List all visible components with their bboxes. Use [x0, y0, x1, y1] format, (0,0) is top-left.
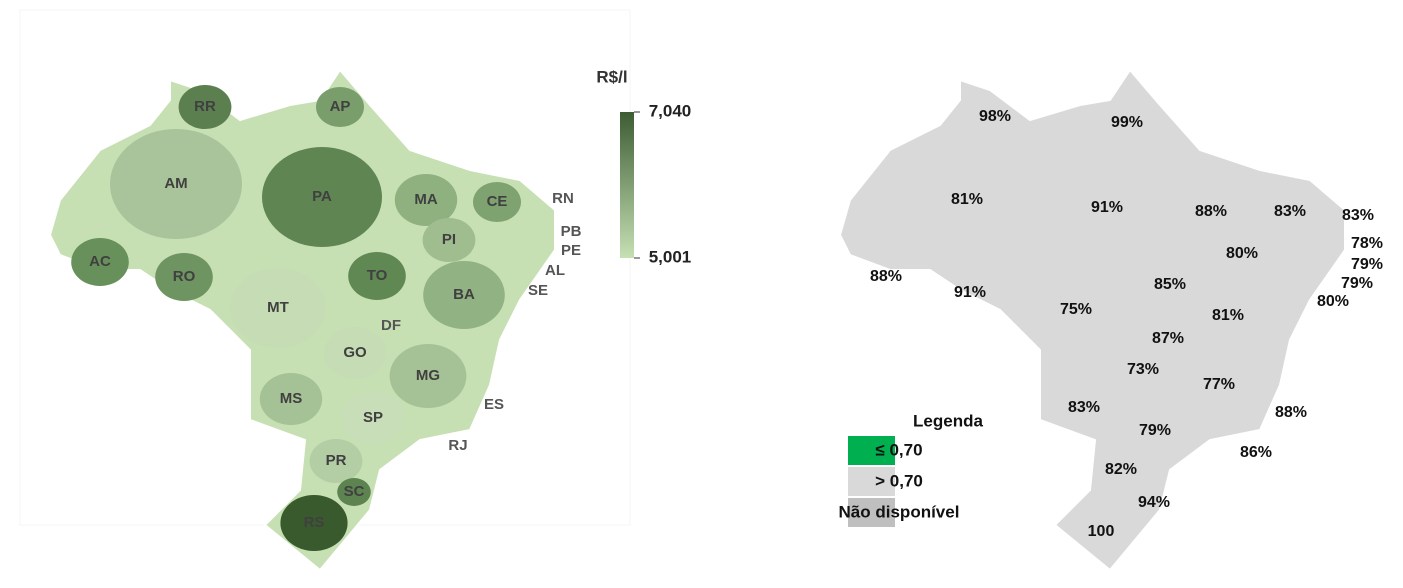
state-label: PA: [312, 188, 332, 205]
state-label: PE: [561, 242, 581, 259]
state-label: MT: [267, 299, 289, 316]
region-value: 75%: [1060, 301, 1092, 318]
state-label: PB: [561, 223, 582, 240]
scale-tick-label: 7,040: [649, 101, 692, 120]
state-label: GO: [343, 344, 367, 361]
region-value: 73%: [1127, 361, 1159, 378]
state-label: PI: [442, 231, 456, 248]
region-value: 82%: [1105, 461, 1137, 478]
state-label: AL: [545, 262, 565, 279]
state-label: AP: [330, 98, 351, 115]
scale-tick-label: 5,001: [649, 247, 692, 266]
state-label: AM: [164, 175, 187, 192]
state-label: RR: [194, 98, 216, 115]
region-value: 94%: [1138, 494, 1170, 511]
region-value: 80%: [1226, 245, 1258, 262]
state-label: ES: [484, 396, 504, 413]
maps: R$/l Legenda 7,040 5,001 RR AP AM PA MA CE RN PB P…: [0, 0, 1403, 583]
region-value: 88%: [1195, 203, 1227, 220]
state-label: MG: [416, 367, 440, 384]
region-value: 91%: [954, 284, 986, 301]
state-label: CE: [487, 193, 508, 210]
color-scale: [620, 112, 634, 258]
region-value: 91%: [1091, 199, 1123, 216]
region-value: 87%: [1152, 330, 1184, 347]
state-label: MA: [414, 191, 437, 208]
state-label: RJ: [448, 437, 467, 454]
state-label: RS: [304, 514, 325, 531]
region-value: 83%: [1274, 203, 1306, 220]
state-label: BA: [453, 286, 475, 303]
region-value: 80%: [1317, 293, 1349, 310]
state-label: RN: [552, 190, 574, 207]
region-value: 79%: [1351, 256, 1383, 273]
page: R$/l Legenda 7,040 5,001 RR AP AM PA MA CE RN PB P…: [0, 0, 1403, 588]
brazil-outline: [840, 70, 1345, 570]
region-value: 83%: [1342, 207, 1374, 224]
region-value: 85%: [1154, 276, 1186, 293]
region-value: 79%: [1341, 275, 1373, 292]
legend-label: Não disponível: [839, 502, 960, 521]
state-label: SP: [363, 409, 383, 426]
region-value: 99%: [1111, 114, 1143, 131]
legend-label: > 0,70: [875, 471, 923, 490]
state-label: AC: [89, 253, 111, 270]
legend-title: Legenda: [913, 411, 983, 430]
state-label: SE: [528, 282, 548, 299]
state-label: MS: [280, 390, 303, 407]
region-value: 77%: [1203, 376, 1235, 393]
state-label: RO: [173, 268, 196, 285]
region-value: 81%: [1212, 307, 1244, 324]
legend-title: R$/l: [596, 67, 627, 86]
region-value: 88%: [1275, 404, 1307, 421]
region-value: 98%: [979, 108, 1011, 125]
legend-label: ≤ 0,70: [875, 440, 922, 459]
state-label: PR: [326, 452, 347, 469]
region-value: 81%: [951, 191, 983, 208]
region-value: 79%: [1139, 422, 1171, 439]
region-value: 83%: [1068, 399, 1100, 416]
region-value: 100: [1088, 523, 1115, 540]
state-label: TO: [367, 267, 388, 284]
region-value: 78%: [1351, 235, 1383, 252]
region-value: 86%: [1240, 444, 1272, 461]
state-label: DF: [381, 317, 401, 334]
state-label: SC: [344, 483, 365, 500]
region-value: 88%: [870, 268, 902, 285]
